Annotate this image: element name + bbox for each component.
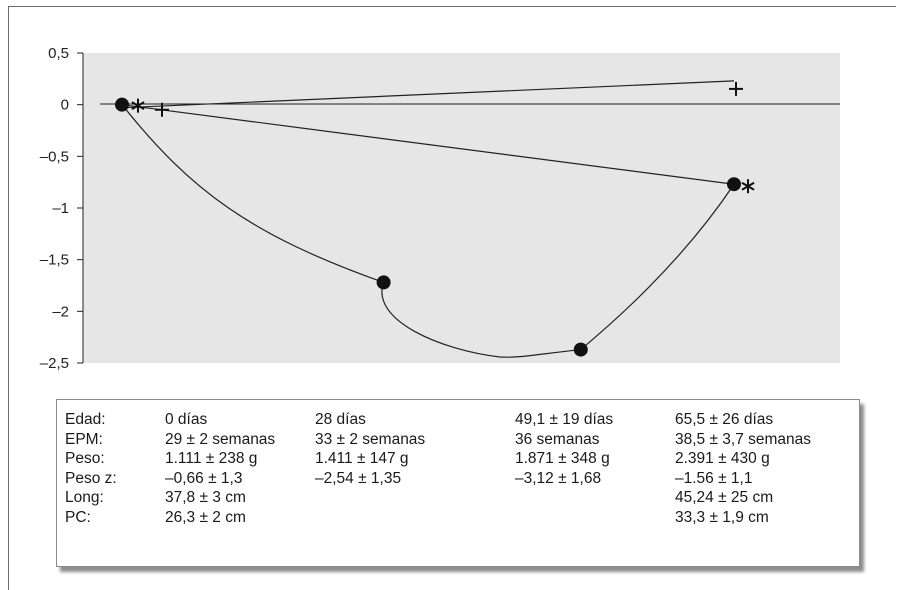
table-cell: 38,5 ± 3,7 semanas bbox=[675, 430, 812, 448]
circle-marker bbox=[727, 177, 741, 192]
circle-marker bbox=[115, 97, 129, 112]
circle-marker bbox=[376, 275, 391, 290]
y-tick-label: –2,5 bbox=[40, 355, 69, 372]
y-tick-label: 0 bbox=[61, 97, 69, 114]
table-row: PC: 26,3 ± 2 cm 33,3 ± 1,9 cm bbox=[65, 508, 811, 528]
table-row: Long: 37,8 ± 3 cm 45,24 ± 25 cm bbox=[65, 488, 811, 508]
table-row: EPM: 29 ± 2 semanas 33 ± 2 semanas 36 seman… bbox=[65, 430, 811, 450]
table-cell bbox=[515, 508, 675, 528]
plus-marker bbox=[729, 81, 743, 96]
asterisk-marker bbox=[131, 98, 145, 113]
table-cell: 1.411 ± 147 g bbox=[315, 450, 409, 467]
table-cell: 45,24 ± 25 cm bbox=[675, 489, 774, 506]
table-cell: 33,3 ± 1,9 cm bbox=[675, 508, 769, 526]
data-table-box: Edad: 0 días 28 días 49,1 ± 19 días 65,5 ± 2… bbox=[56, 399, 860, 567]
growth-chart: 0,5 0 –0,5 –1 –1,5 –2 –2,5 bbox=[40, 45, 840, 372]
table-cell: 37,8 ± 3 cm bbox=[165, 489, 246, 506]
y-tick-label: –2 bbox=[52, 303, 69, 320]
table-cell: 33 ± 2 semanas bbox=[315, 430, 426, 448]
row-label: Edad: bbox=[65, 411, 106, 428]
asterisk-marker bbox=[741, 179, 755, 194]
table-cell: 26,3 ± 2 cm bbox=[165, 508, 246, 526]
y-tick-label: –1 bbox=[52, 200, 69, 217]
table-row: Peso: 1.111 ± 238 g 1.411 ± 147 g 1.871 ± 3… bbox=[65, 449, 811, 469]
table-cell: –1.56 ± 1,1 bbox=[675, 469, 753, 487]
table-cell: 1.871 ± 348 g bbox=[515, 450, 610, 467]
plus-marker bbox=[155, 102, 169, 117]
table-cell: 49,1 ± 19 días bbox=[515, 411, 614, 428]
series-circle-line bbox=[121, 104, 735, 358]
plot-area bbox=[83, 53, 840, 363]
table-cell: 28 días bbox=[315, 411, 366, 428]
series-line bbox=[121, 104, 735, 185]
table-cell: 65,5 ± 26 días bbox=[675, 411, 774, 428]
row-label: EPM: bbox=[65, 430, 103, 448]
table-cell bbox=[315, 508, 515, 528]
table-row: Peso z: –0,66 ± 1,3 –2,54 ± 1,35 –3,12 ± 1,… bbox=[65, 469, 811, 489]
row-label: Long: bbox=[65, 489, 104, 506]
row-label: Peso z: bbox=[65, 469, 117, 487]
row-label: Peso: bbox=[65, 450, 105, 467]
figure-frame bbox=[8, 6, 896, 590]
table-row: Edad: 0 días 28 días 49,1 ± 19 días 65,5 ± 2… bbox=[65, 410, 811, 430]
table-cell bbox=[515, 488, 675, 508]
series-line bbox=[121, 80, 735, 109]
table-cell: 1.111 ± 238 g bbox=[165, 450, 258, 467]
y-tick-label: –1,5 bbox=[40, 252, 69, 269]
table-cell: 29 ± 2 semanas bbox=[165, 430, 276, 448]
row-label: PC: bbox=[65, 508, 91, 526]
table-cell: –2,54 ± 1,35 bbox=[315, 469, 402, 487]
data-table: Edad: 0 días 28 días 49,1 ± 19 días 65,5 ± 2… bbox=[65, 410, 811, 527]
table-cell: –3,12 ± 1,68 bbox=[515, 469, 602, 487]
y-tick-label: –0,5 bbox=[40, 148, 69, 165]
table-cell: –0,66 ± 1,3 bbox=[165, 469, 243, 487]
circle-marker bbox=[573, 342, 588, 357]
table-cell: 0 días bbox=[165, 411, 208, 428]
table-cell: 2.391 ± 430 g bbox=[675, 450, 770, 467]
table-cell bbox=[315, 488, 515, 508]
table-cell: 36 semanas bbox=[515, 430, 600, 448]
y-tick-label: 0,5 bbox=[48, 45, 69, 62]
